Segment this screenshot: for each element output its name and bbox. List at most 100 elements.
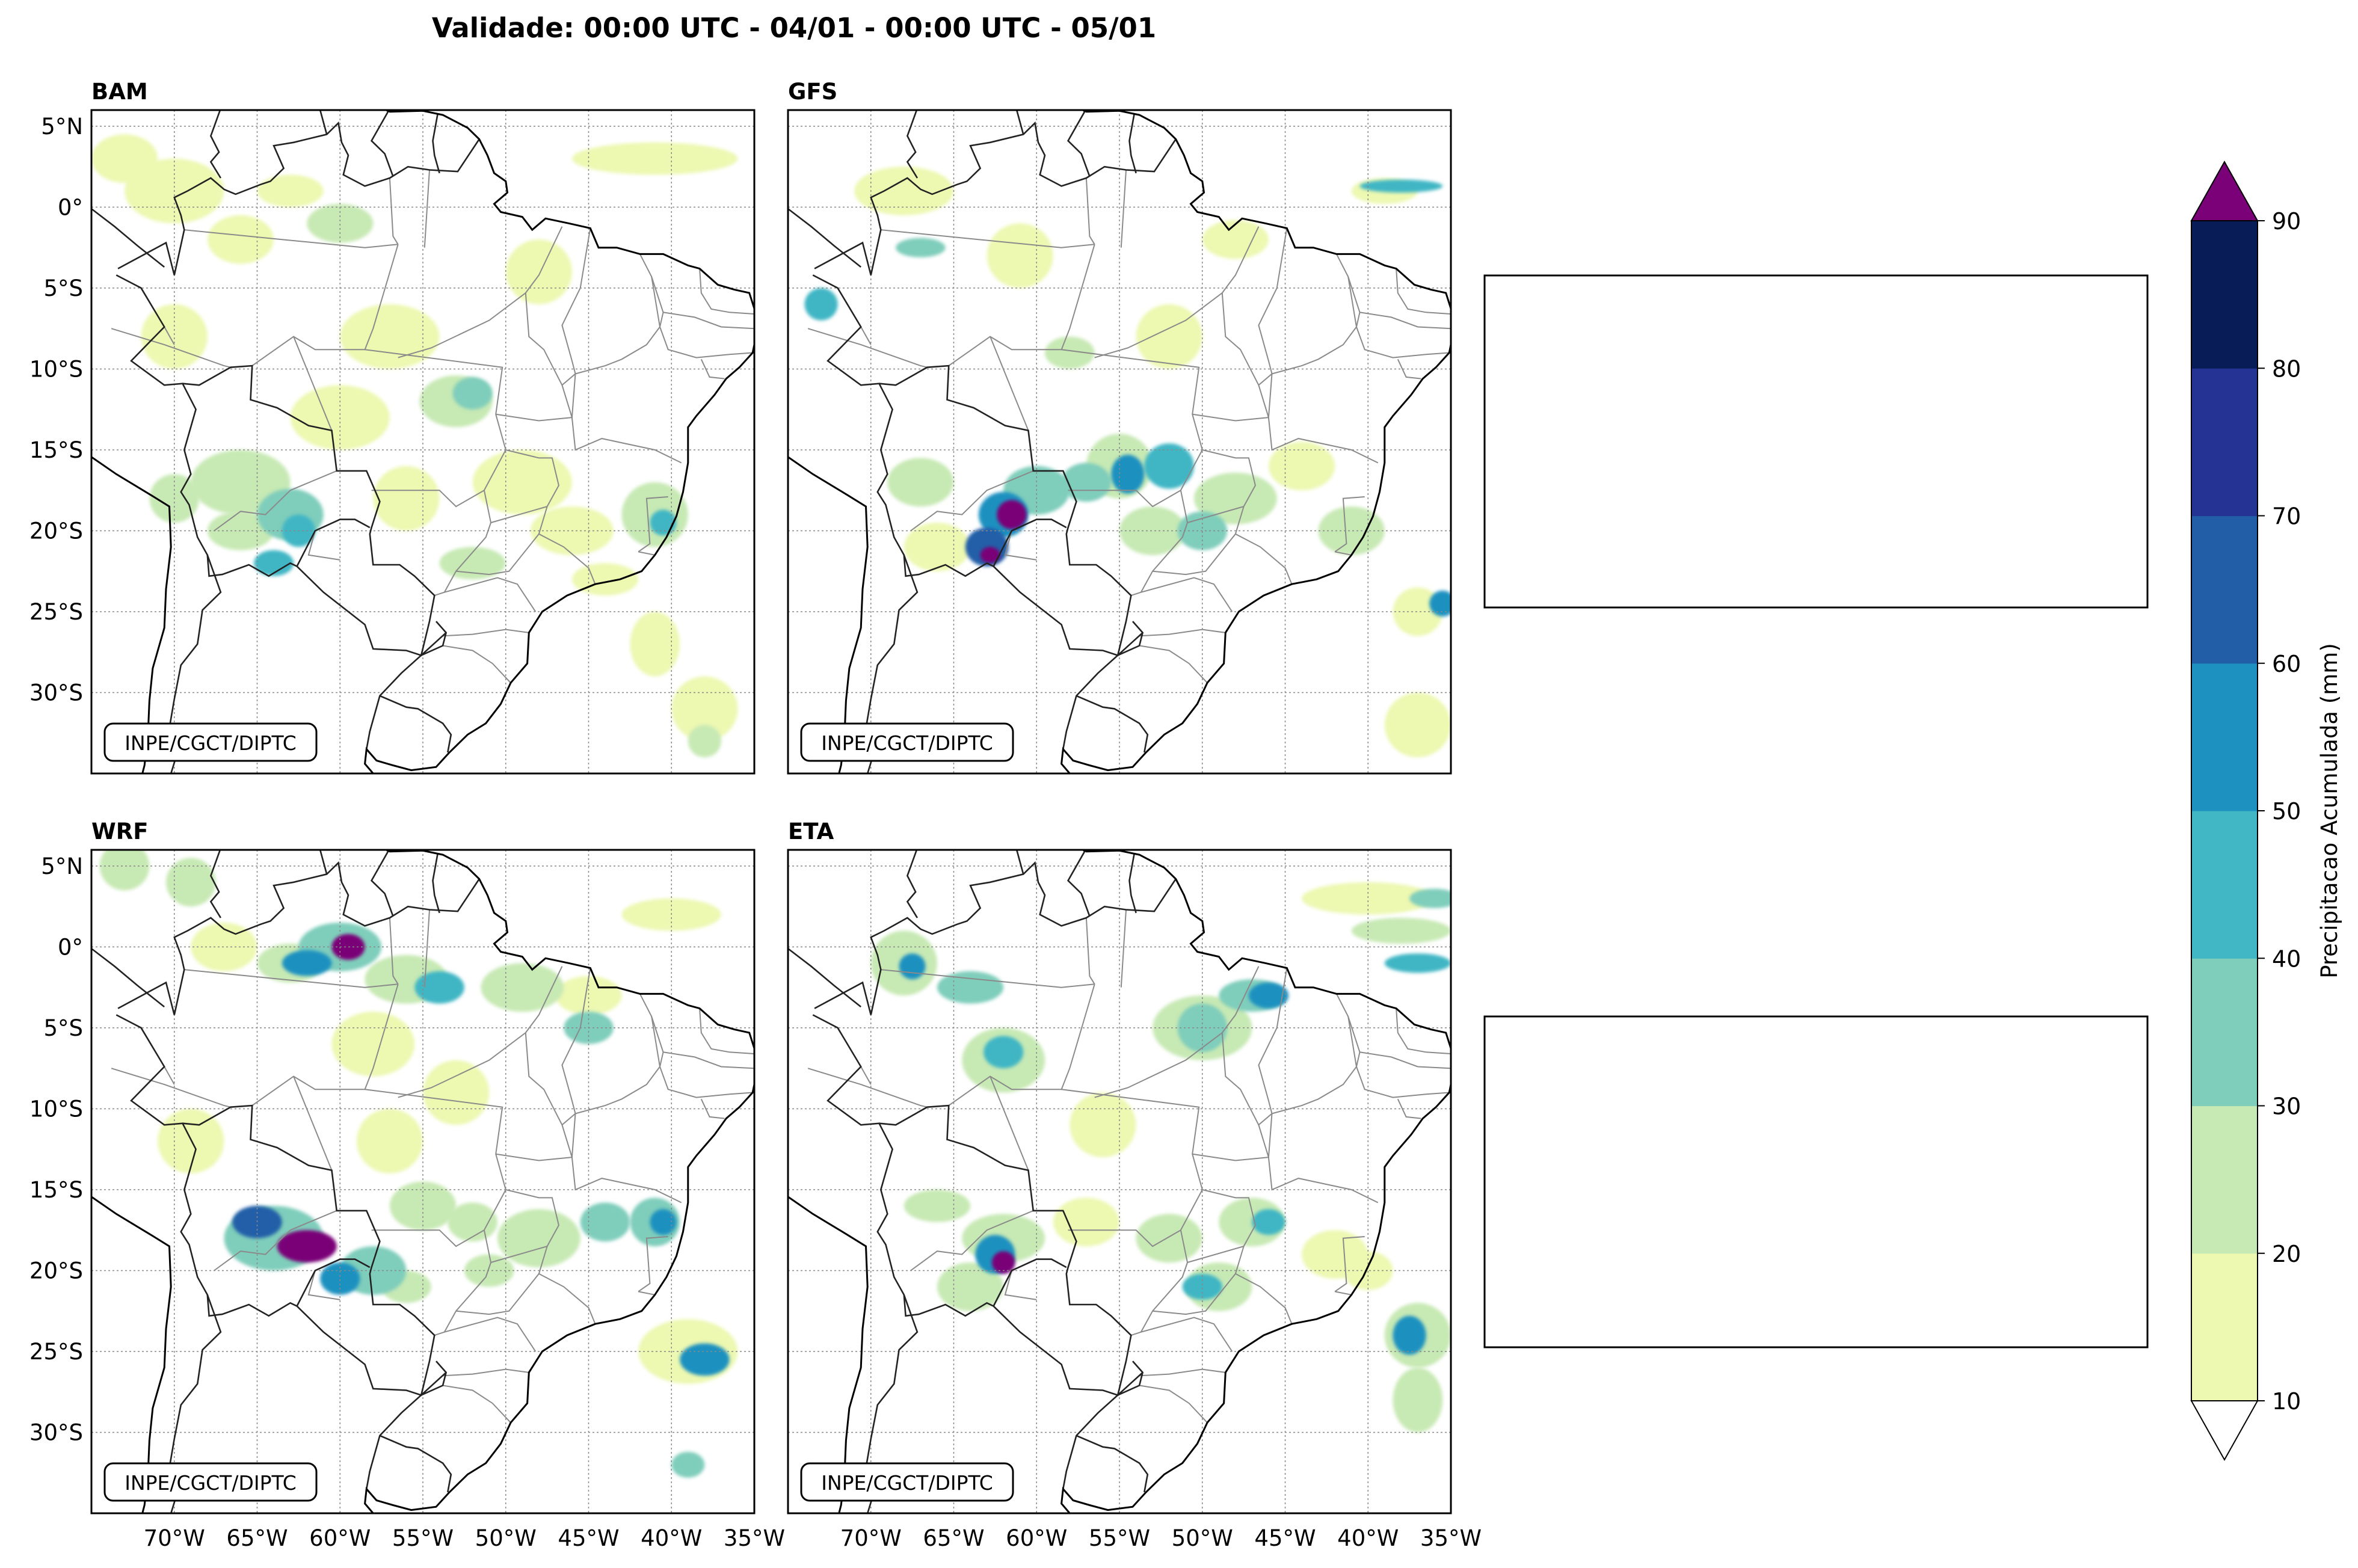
- precip-cell: [505, 239, 573, 304]
- precip-cell: [896, 238, 946, 257]
- precip-cell: [1070, 1092, 1136, 1158]
- lon-tick-label: 35°W: [1420, 1525, 1482, 1551]
- state-border: [1139, 1368, 1226, 1377]
- country-border: [906, 850, 919, 918]
- colorbar-segment: [2191, 1253, 2258, 1401]
- state-border: [1061, 1089, 1203, 1190]
- lon-tick-label: 60°W: [1006, 1525, 1067, 1551]
- precip-cell: [854, 167, 954, 215]
- state-border: [1004, 530, 1037, 561]
- country-border: [733, 185, 784, 209]
- precip-cell: [1182, 1273, 1222, 1300]
- state-border: [214, 470, 337, 532]
- gridlines: [788, 110, 1451, 773]
- state-border: [111, 328, 231, 368]
- coastline-east: [1060, 110, 1451, 773]
- state-border: [910, 1210, 1034, 1271]
- coastline-west: [788, 1195, 869, 1513]
- figure-title: Validade: 00:00 UTC - 04/01 - 00:00 UTC …: [432, 12, 1156, 44]
- state-border: [184, 229, 398, 248]
- map-frame: [787, 849, 1452, 1514]
- country-border: [117, 861, 480, 1015]
- country-border: [814, 121, 1177, 275]
- precip-cell: [373, 466, 440, 531]
- state-border: [1397, 358, 1421, 380]
- precip-cell: [497, 1209, 580, 1268]
- state-border: [638, 1236, 668, 1293]
- state-border: [398, 966, 563, 1098]
- credit-text: INPE/CGCT/DIPTC: [821, 731, 993, 755]
- lon-tick-label: 45°W: [1254, 1525, 1316, 1551]
- state-border: [442, 1385, 511, 1423]
- country-border: [814, 861, 1177, 1015]
- state-border: [443, 1368, 529, 1377]
- lat-tick-label: 30°S: [29, 1419, 83, 1445]
- precip-cell: [191, 923, 257, 971]
- country-border: [1015, 850, 1024, 875]
- state-border: [807, 1068, 928, 1108]
- colorbar-segment: [2191, 958, 2258, 1107]
- state-border: [496, 1032, 573, 1161]
- precip-cell: [671, 1451, 705, 1478]
- state-border: [1356, 327, 1450, 358]
- coastline-east: [1060, 850, 1451, 1513]
- precip-cell: [423, 1060, 490, 1125]
- precip-cell: [1429, 591, 1451, 616]
- credit-box: INPE/CGCT/DIPTC: [800, 722, 1014, 762]
- state-border: [1272, 253, 1358, 375]
- country-border: [1128, 113, 1137, 174]
- country-border: [1067, 110, 1091, 177]
- state-border: [251, 244, 399, 366]
- state-border: [365, 349, 506, 450]
- precip-cell: [630, 612, 680, 677]
- precip-cell: [1136, 304, 1202, 369]
- precip-cell: [1144, 443, 1194, 489]
- precipitation-field: [870, 882, 1451, 1433]
- precip-cell: [671, 676, 738, 742]
- precip-cell: [340, 304, 440, 369]
- precip-cell: [903, 1190, 971, 1222]
- lat-tick-label: 15°S: [29, 437, 83, 463]
- coastline-borders: [733, 110, 1451, 773]
- country-border: [319, 110, 328, 135]
- precip-cell: [1045, 336, 1095, 369]
- lon-tick-label: 40°W: [1337, 1525, 1399, 1551]
- state-border: [1085, 177, 1095, 245]
- colorbar-tick-label: 20: [2272, 1241, 2301, 1267]
- state-border: [910, 470, 1034, 532]
- state-border: [1272, 993, 1358, 1115]
- precip-cell: [331, 1012, 415, 1077]
- precip-cell: [555, 976, 622, 1015]
- precip-cell: [984, 1036, 1024, 1069]
- country-border: [993, 518, 1067, 567]
- precip-cell: [1061, 463, 1112, 502]
- country-border: [1067, 850, 1091, 917]
- state-border: [1192, 1032, 1270, 1161]
- precip-cell: [1252, 1209, 1285, 1235]
- lon-tick-label: 55°W: [392, 1525, 454, 1551]
- precip-cell: [1384, 953, 1451, 973]
- lat-tick-label: 15°S: [29, 1177, 83, 1203]
- lat-tick-label: 5°N: [41, 853, 83, 879]
- state-border: [1192, 292, 1270, 422]
- lon-tick-label: 60°W: [309, 1525, 371, 1551]
- country-border: [1128, 853, 1137, 914]
- precip-cell: [997, 500, 1027, 529]
- empty-panel-bottom: [1483, 1015, 2149, 1348]
- precip-cell: [1343, 1251, 1393, 1290]
- state-border: [184, 969, 398, 988]
- state-border: [638, 496, 668, 553]
- precip-cell: [887, 458, 954, 507]
- state-border: [1334, 1291, 1352, 1296]
- map-panel-bam: BAM INPE/CGCT/DIPTC 5°N 0° 5°S 10°S 15°S 20°S…: [29, 79, 756, 775]
- latitude-labels: 5°N 0° 5°S 10°S 15°S 20°S 25°S 30°S: [29, 853, 83, 1446]
- lat-tick-label: 5°S: [43, 1015, 83, 1041]
- credit-box: INPE/CGCT/DIPTC: [800, 1462, 1014, 1502]
- precip-cell: [1194, 472, 1277, 524]
- state-border: [561, 968, 591, 1126]
- precip-cell: [1384, 692, 1451, 758]
- state-border: [1359, 312, 1451, 330]
- precip-cell: [356, 1108, 423, 1173]
- country-border: [788, 948, 862, 1008]
- longitude-labels: 70°W 65°W 60°W 55°W 50°W 45°W 40°W 35°W: [840, 1525, 1482, 1551]
